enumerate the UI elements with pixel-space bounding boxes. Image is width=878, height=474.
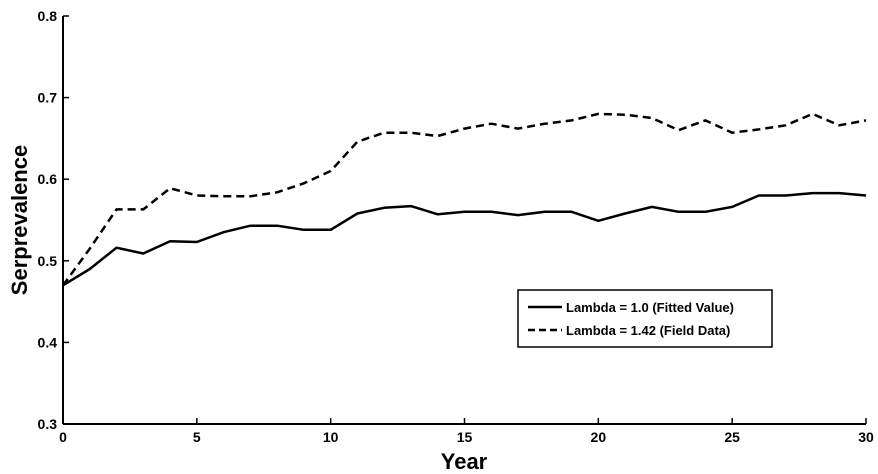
- y-tick-label: 0.4: [38, 334, 58, 350]
- x-tick-label: 15: [457, 429, 473, 445]
- legend-box: [517, 289, 773, 348]
- y-tick-label: 0.3: [38, 416, 58, 432]
- x-tick-label: 0: [59, 429, 67, 445]
- x-ticks: 0 5 10 15 20 25 30: [59, 418, 874, 445]
- x-tick-label: 25: [724, 429, 740, 445]
- y-ticks: 0.3 0.4 0.5 0.6 0.7 0.8: [38, 8, 69, 432]
- y-tick-label: 0.6: [38, 171, 58, 187]
- x-tick-label: 10: [323, 429, 339, 445]
- y-tick-label: 0.8: [38, 8, 58, 24]
- plot-frame: [62, 16, 866, 425]
- y-axis-title: Serprevalence: [7, 145, 32, 295]
- y-tick-label: 0.5: [38, 253, 58, 269]
- x-tick-label: 30: [858, 429, 874, 445]
- series-lines: [61, 112, 867, 287]
- legend-label: Lambda = 1.0 (Fitted Value): [566, 300, 734, 315]
- x-tick-label: 20: [591, 429, 607, 445]
- legend-label: Lambda = 1.42 (Field Data): [566, 323, 730, 338]
- series-line-solid: [62, 191, 867, 287]
- x-tick-label: 5: [193, 429, 201, 445]
- legend: Lambda = 1.0 (Fitted Value) Lambda = 1.4…: [517, 289, 773, 348]
- x-axis-title: Year: [441, 449, 488, 474]
- series-line-dashed: [61, 112, 867, 287]
- y-tick-label: 0.7: [38, 90, 58, 106]
